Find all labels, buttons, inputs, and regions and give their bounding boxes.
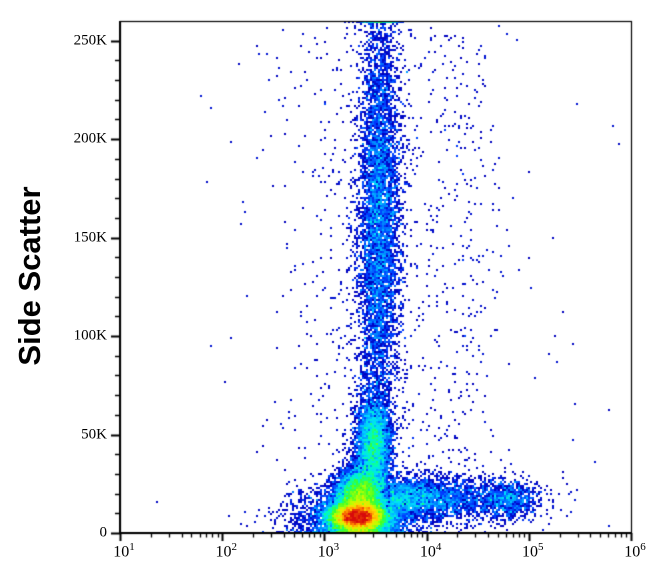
x-tick-label: 101 — [113, 541, 135, 561]
y-tick-label: 250K — [73, 32, 107, 49]
y-axis-title: Side Scatter — [12, 186, 47, 366]
x-tick-label: 102 — [215, 541, 237, 561]
x-tick-label: 103 — [317, 541, 340, 561]
x-tick-label: 105 — [522, 541, 544, 561]
y-tick-label: 150K — [73, 229, 107, 246]
y-tick-label: 100K — [73, 327, 107, 344]
y-tick-label: 50K — [81, 426, 107, 443]
y-tick-label: 0 — [99, 524, 108, 541]
x-tick-label: 106 — [624, 541, 646, 561]
y-tick-label: 200K — [73, 130, 107, 147]
x-tick-label: 104 — [419, 541, 442, 561]
